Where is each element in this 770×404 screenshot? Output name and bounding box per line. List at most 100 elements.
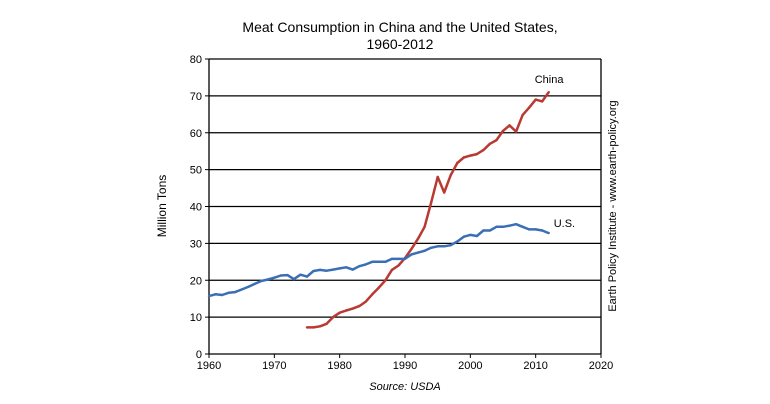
data-point bbox=[429, 201, 433, 205]
data-point bbox=[469, 233, 472, 237]
data-point bbox=[482, 148, 485, 152]
data-point bbox=[345, 266, 348, 269]
y-tick-label: 30 bbox=[190, 238, 202, 250]
data-point bbox=[371, 260, 374, 264]
data-point bbox=[331, 268, 335, 271]
x-tick-label: 1980 bbox=[327, 360, 351, 372]
data-point bbox=[227, 291, 230, 294]
data-point bbox=[534, 228, 537, 231]
series-line-us bbox=[208, 222, 550, 298]
data-point bbox=[207, 294, 211, 298]
data-point bbox=[521, 225, 524, 228]
data-point bbox=[456, 161, 459, 165]
data-point bbox=[312, 326, 315, 329]
series-label: China bbox=[535, 74, 565, 86]
data-point bbox=[397, 257, 400, 261]
data-point bbox=[384, 260, 387, 264]
x-tick-label: 1970 bbox=[262, 360, 286, 372]
data-point bbox=[436, 245, 439, 248]
data-point bbox=[423, 249, 426, 252]
data-point bbox=[416, 251, 420, 254]
data-point bbox=[325, 322, 328, 325]
data-point bbox=[273, 276, 276, 279]
data-point bbox=[279, 274, 283, 277]
data-point bbox=[260, 279, 263, 283]
data-point bbox=[305, 275, 309, 278]
data-point bbox=[436, 175, 439, 179]
data-point bbox=[521, 113, 524, 117]
data-point bbox=[358, 304, 361, 308]
y-tick-label: 60 bbox=[190, 128, 202, 140]
side-note: Earth Policy Institute - www.earth-polic… bbox=[607, 100, 619, 311]
source-note: Source: USDA bbox=[369, 381, 441, 393]
data-point bbox=[390, 257, 394, 261]
data-point bbox=[325, 269, 328, 272]
data-point bbox=[416, 237, 420, 240]
series-label: U.S. bbox=[554, 218, 575, 230]
data-point bbox=[456, 240, 459, 243]
data-point bbox=[351, 307, 354, 310]
y-tick-label: 80 bbox=[190, 54, 202, 66]
data-point bbox=[214, 293, 217, 296]
data-point bbox=[371, 293, 374, 296]
data-point bbox=[286, 273, 289, 277]
data-point bbox=[462, 156, 465, 159]
data-point bbox=[331, 315, 335, 319]
data-point bbox=[541, 100, 544, 103]
data-point bbox=[403, 257, 407, 261]
data-point bbox=[443, 191, 446, 194]
data-point bbox=[514, 223, 518, 226]
data-point bbox=[410, 253, 413, 256]
data-point bbox=[469, 154, 472, 157]
data-point bbox=[429, 246, 433, 249]
data-point bbox=[443, 245, 446, 248]
data-point bbox=[390, 268, 394, 272]
data-point bbox=[475, 152, 479, 156]
y-tick-label: 0 bbox=[196, 349, 202, 361]
y-tick-label: 70 bbox=[190, 91, 202, 103]
chart-title: Meat Consumption in China and the United… bbox=[242, 19, 557, 35]
y-tick-label: 50 bbox=[190, 165, 202, 177]
data-point bbox=[527, 106, 531, 109]
data-point bbox=[501, 225, 505, 228]
data-point bbox=[527, 228, 531, 231]
data-point bbox=[220, 293, 224, 297]
data-point bbox=[312, 269, 315, 273]
x-tick-label: 2020 bbox=[589, 360, 613, 372]
data-point bbox=[338, 267, 341, 270]
data-point bbox=[495, 138, 498, 142]
data-point bbox=[266, 278, 269, 281]
series-line-china bbox=[307, 91, 550, 329]
data-point bbox=[449, 173, 452, 177]
data-point bbox=[364, 300, 367, 303]
data-point bbox=[397, 264, 400, 267]
data-point bbox=[547, 90, 550, 94]
data-point bbox=[501, 129, 505, 133]
y-tick-label: 20 bbox=[190, 275, 202, 287]
data-point bbox=[318, 325, 322, 328]
chart-subtitle: 1960-2012 bbox=[367, 36, 434, 52]
data-point bbox=[299, 273, 302, 276]
data-point bbox=[318, 268, 322, 272]
data-point bbox=[482, 229, 485, 232]
data-point bbox=[488, 229, 492, 232]
data-point bbox=[514, 130, 518, 133]
data-point bbox=[547, 231, 550, 235]
data-point bbox=[247, 285, 250, 289]
x-tick-label: 1990 bbox=[393, 360, 417, 372]
data-point bbox=[508, 124, 511, 127]
data-point bbox=[364, 263, 367, 266]
data-point bbox=[423, 225, 426, 228]
x-tick-label: 1960 bbox=[197, 360, 221, 372]
data-point bbox=[358, 265, 361, 268]
data-point bbox=[462, 235, 465, 238]
data-point bbox=[534, 98, 537, 101]
data-point bbox=[377, 286, 381, 289]
data-point bbox=[449, 244, 452, 247]
y-tick-label: 40 bbox=[190, 202, 202, 214]
data-point bbox=[338, 311, 341, 314]
data-point bbox=[488, 142, 492, 146]
data-point bbox=[240, 288, 243, 291]
data-point bbox=[384, 279, 387, 282]
